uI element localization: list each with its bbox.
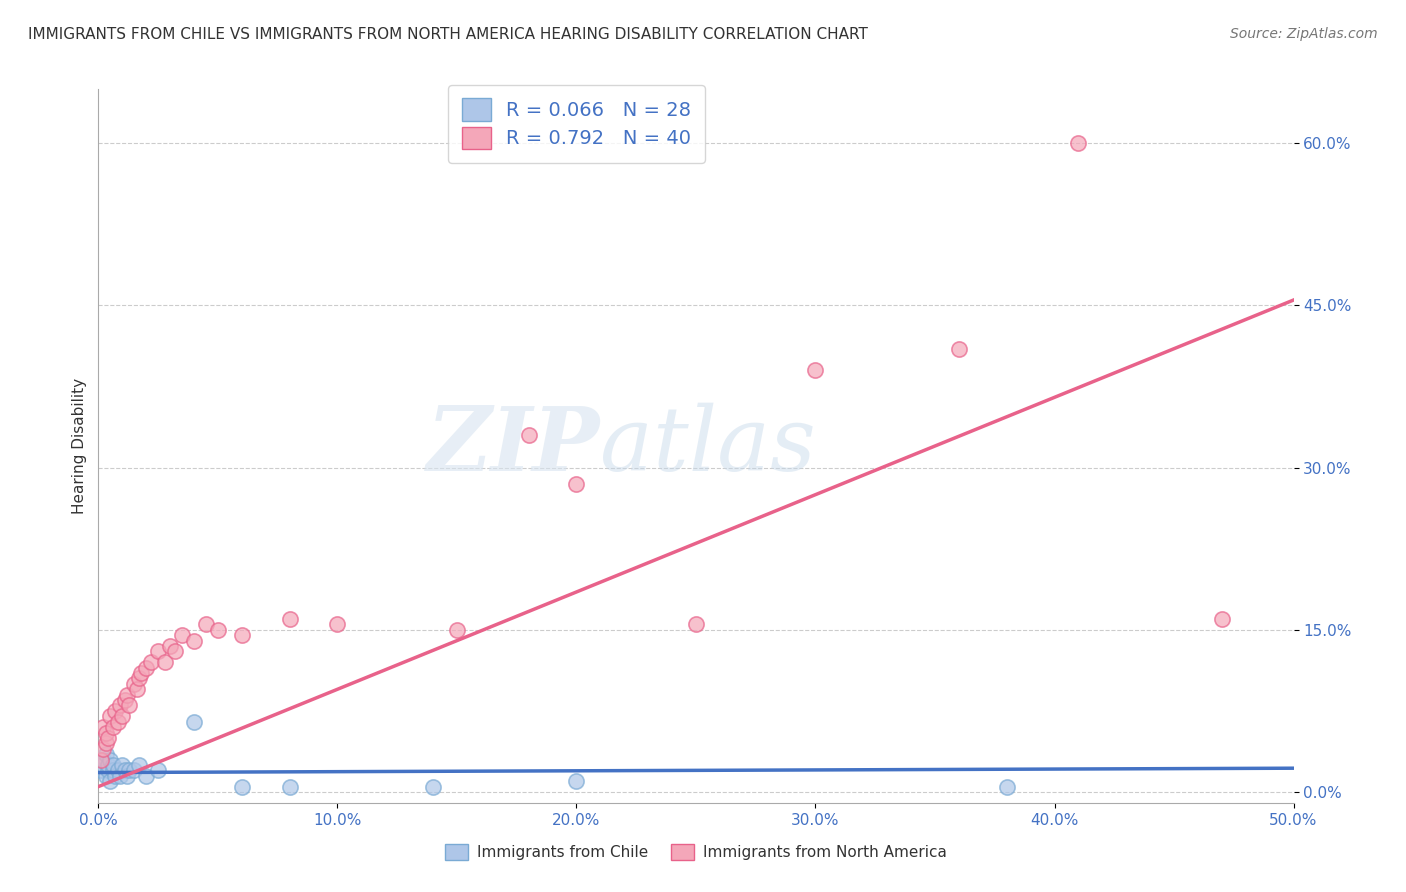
Point (995, 780, 1018, 794)
Point (115, 769, 138, 783)
Point (97, 758, 120, 772)
Point (183, 714, 205, 729)
Point (101, 720, 124, 734)
Text: Source: ZipAtlas.com: Source: ZipAtlas.com (1230, 27, 1378, 41)
Point (135, 769, 157, 783)
Point (94, 747, 117, 761)
Point (104, 769, 127, 783)
Point (98, 753, 122, 767)
Point (195, 617, 218, 632)
Point (131, 666, 153, 681)
Point (107, 764, 129, 778)
Point (155, 655, 177, 669)
Point (1211, 612, 1233, 626)
Point (97, 731, 120, 745)
Point (163, 644, 186, 658)
Point (159, 639, 181, 653)
Point (107, 714, 129, 729)
Point (108, 698, 131, 713)
Point (94, 725, 117, 739)
Point (172, 628, 194, 642)
Point (91, 753, 114, 767)
Point (517, 428, 540, 442)
Point (124, 677, 146, 691)
Point (685, 617, 707, 632)
Point (101, 758, 124, 772)
Point (124, 764, 146, 778)
Point (114, 693, 136, 707)
Point (104, 704, 127, 718)
Point (948, 342, 970, 356)
Text: atlas: atlas (600, 402, 815, 490)
Point (90, 753, 112, 767)
Point (148, 764, 170, 778)
Point (128, 672, 150, 686)
Point (446, 623, 468, 637)
Point (101, 764, 124, 778)
Point (97, 764, 120, 778)
Point (231, 780, 253, 794)
Point (565, 476, 588, 491)
Legend: Immigrants from Chile, Immigrants from North America: Immigrants from Chile, Immigrants from N… (439, 838, 953, 866)
Point (326, 617, 349, 632)
Point (183, 633, 205, 648)
Y-axis label: Hearing Disability: Hearing Disability (72, 378, 87, 514)
Point (118, 764, 141, 778)
Point (91, 758, 114, 772)
Point (111, 709, 134, 723)
Point (231, 628, 253, 642)
Point (91, 741, 114, 756)
Point (1067, 136, 1090, 151)
Point (115, 688, 138, 702)
Point (114, 764, 136, 778)
Point (148, 644, 170, 658)
Point (108, 769, 131, 783)
Point (125, 682, 148, 697)
Text: IMMIGRANTS FROM CHILE VS IMMIGRANTS FROM NORTH AMERICA HEARING DISABILITY CORREL: IMMIGRANTS FROM CHILE VS IMMIGRANTS FROM… (28, 27, 868, 42)
Point (111, 758, 134, 772)
Point (207, 623, 229, 637)
Text: ZIP: ZIP (427, 403, 600, 489)
Point (135, 660, 157, 674)
Point (90, 764, 112, 778)
Point (128, 758, 150, 772)
Point (422, 780, 444, 794)
Point (94, 736, 117, 750)
Point (139, 655, 162, 669)
Point (98, 774, 122, 789)
Point (804, 363, 827, 377)
Point (278, 780, 301, 794)
Point (118, 698, 141, 713)
Point (278, 612, 301, 626)
Point (98, 709, 122, 723)
Point (91, 720, 114, 734)
Point (94, 769, 117, 783)
Point (565, 774, 588, 789)
